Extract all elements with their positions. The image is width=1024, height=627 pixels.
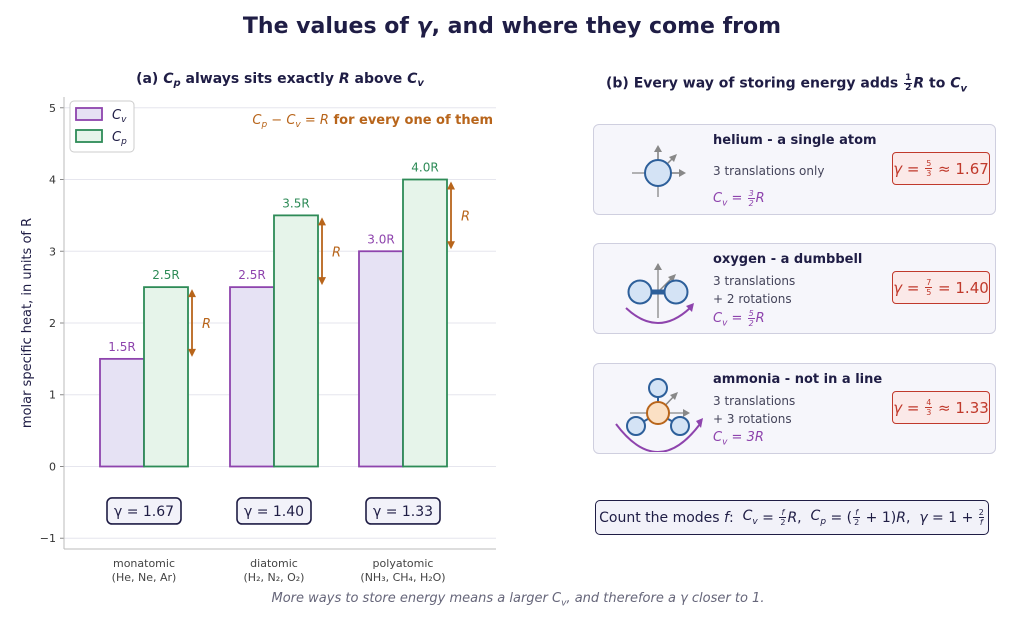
r-arrow-head (447, 181, 455, 190)
molecule-icon (615, 378, 703, 452)
card-modes: + 2 rotations (713, 292, 792, 306)
card-modes: 3 translations (713, 394, 796, 408)
gamma-box (236, 497, 312, 525)
gamma-label: γ = 1.67 (114, 504, 174, 520)
card-name: helium - a single atom (713, 133, 877, 148)
gamma-box (365, 497, 441, 525)
card-modes: + 3 rotations (713, 412, 792, 426)
r-label: R (332, 245, 341, 260)
legend-label: Cv (112, 108, 127, 125)
card-modes: 3 translations (713, 274, 796, 288)
helium-card: helium - a single atom 3 translations on… (593, 124, 996, 215)
card-name: ammonia - not in a line (713, 372, 883, 387)
r-arrow-head (318, 217, 326, 226)
bar-cp (143, 286, 189, 468)
bar-value-label: 2.5R (152, 268, 179, 282)
card-cv: Cv = 3R (713, 430, 764, 448)
y-tick-label: 5 (49, 102, 56, 115)
y-tick-label: −1 (40, 532, 56, 545)
r-arrow-head (188, 348, 196, 357)
legend-label: Cp (112, 130, 127, 147)
r-label: R (202, 317, 211, 332)
r-label: R (461, 209, 470, 224)
y-axis-label: molar specific heat, in units of R (20, 218, 35, 428)
x-tick-label: (H₂, N₂, O₂) (244, 571, 305, 584)
y-tick-label: 1 (49, 389, 56, 402)
gamma-label: γ = 1.40 (244, 504, 304, 520)
x-tick-label: (He, Ne, Ar) (112, 571, 177, 584)
y-tick-label: 3 (49, 245, 56, 258)
bar-cp (273, 214, 319, 468)
y-tick-label: 4 (49, 174, 56, 187)
oxygen-card: oxygen - a dumbbell 3 translations + 2 r… (593, 243, 996, 334)
x-tick-label: (NH₃, CH₄, H₂O) (360, 571, 445, 584)
card-name: oxygen - a dumbbell (713, 252, 863, 267)
bar-cv (358, 250, 404, 468)
bar-cv (229, 286, 275, 468)
r-arrow-head (188, 289, 196, 298)
gamma-label: γ = 1.33 (373, 504, 433, 520)
x-tick-label: polyatomic (373, 557, 434, 570)
r-arrow-head (318, 277, 326, 286)
r-arrow-head (447, 241, 455, 250)
main-title: The values of γ, and where they come fro… (242, 14, 782, 39)
legend-swatch-cv (75, 107, 103, 121)
bar-value-label: 3.0R (367, 232, 394, 246)
gamma-box (106, 497, 182, 525)
dumbbell-icon (625, 263, 694, 324)
x-tick-label: diatomic (250, 557, 298, 570)
bar-value-label: 1.5R (108, 340, 135, 354)
x-tick-label: monatomic (113, 557, 175, 570)
y-tick-label: 2 (49, 317, 56, 330)
footer-caption: More ways to store energy means a larger… (271, 591, 765, 609)
bar-value-label: 4.0R (411, 161, 438, 175)
bar-value-label: 3.5R (282, 196, 309, 210)
panel-a-annotation: Cp − Cv = R for every one of them (252, 113, 493, 130)
y-tick-label: 0 (49, 460, 56, 473)
legend: Cv Cp (69, 100, 135, 153)
card-modes: 3 translations only (713, 164, 825, 178)
atom-icon (632, 145, 686, 197)
bar-cv (99, 357, 145, 468)
ammonia-card: ammonia - not in a line 3 translations +… (593, 363, 996, 454)
bar-cp (402, 178, 448, 468)
legend-swatch-cp (75, 129, 103, 143)
bar-value-label: 2.5R (238, 268, 265, 282)
panel-a-title: (a) Cp always sits exactly R above Cv (136, 71, 424, 89)
